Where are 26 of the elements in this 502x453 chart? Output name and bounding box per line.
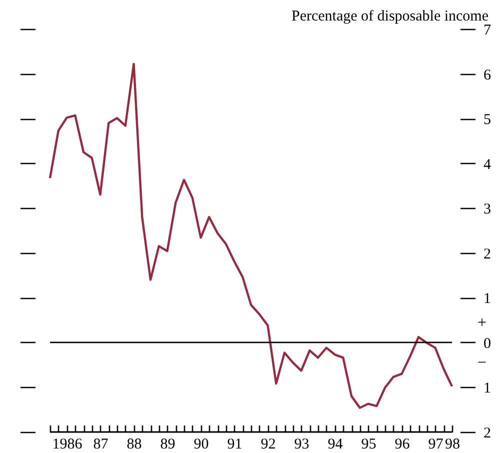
x-tick-label: 93 [294,436,310,452]
y-tick-label: 0 [484,336,491,352]
x-tick-label: 95 [361,436,376,452]
x-tick-label: 87 [93,436,109,452]
x-tick-label: 90 [194,436,209,452]
x-tick-label: 96 [394,436,410,452]
y-tick-label: 2 [484,426,491,442]
x-tick-label: 94 [328,436,344,452]
x-tick-label: 97 [428,436,444,452]
y-tick-label: 1 [484,291,491,308]
y-tick-label: 6 [484,67,492,84]
x-tick-label: 92 [260,436,276,452]
x-tick-label: 88 [126,436,142,452]
x-tick-label: 89 [160,436,176,452]
x-tick-label: 1986 [52,436,83,452]
text: + [477,314,487,332]
x-tick-label: 98 [445,436,460,452]
y-axis-title: Percentage of disposable income [291,8,489,24]
y-tick-label: 3 [484,202,491,218]
y-tick-label: 1 [484,380,491,397]
y-tick-label: 7 [484,22,492,38]
x-tick-label: 91 [227,436,242,452]
y-tick-label: 4 [484,156,492,173]
y-tick-label: 2 [484,246,491,262]
y-tick-label: 5 [484,112,491,128]
text: − [477,354,487,372]
